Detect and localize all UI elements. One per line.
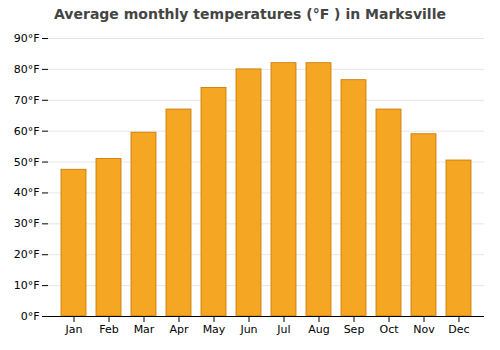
svg-text:Oct: Oct xyxy=(379,323,399,336)
svg-text:Jun: Jun xyxy=(239,323,257,336)
svg-text:Jul: Jul xyxy=(276,323,290,336)
svg-text:70°F: 70°F xyxy=(14,94,40,107)
svg-text:Jan: Jan xyxy=(65,323,83,336)
svg-text:30°F: 30°F xyxy=(14,217,40,230)
svg-text:20°F: 20°F xyxy=(14,248,40,261)
svg-text:0°F: 0°F xyxy=(21,310,40,323)
svg-text:80°F: 80°F xyxy=(14,63,40,76)
svg-text:Mar: Mar xyxy=(134,323,155,336)
svg-text:Aug: Aug xyxy=(308,323,329,336)
svg-text:90°F: 90°F xyxy=(14,32,40,45)
svg-text:Dec: Dec xyxy=(448,323,469,336)
svg-text:May: May xyxy=(203,323,226,336)
svg-text:Apr: Apr xyxy=(169,323,189,336)
svg-text:Nov: Nov xyxy=(413,323,435,336)
svg-text:Sep: Sep xyxy=(344,323,365,336)
svg-text:Feb: Feb xyxy=(99,323,118,336)
svg-text:10°F: 10°F xyxy=(14,279,40,292)
svg-text:50°F: 50°F xyxy=(14,156,40,169)
svg-text:60°F: 60°F xyxy=(14,125,40,138)
svg-text:40°F: 40°F xyxy=(14,186,40,199)
html-text:Average monthly temperatures (: Average monthly temperatures (°F ) in Ma… xyxy=(54,6,446,22)
